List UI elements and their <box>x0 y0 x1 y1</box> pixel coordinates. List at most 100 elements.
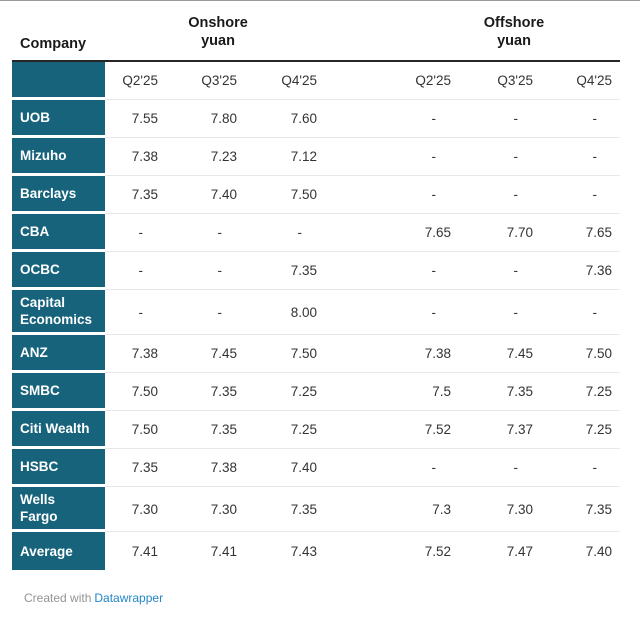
quarter-header-row: Q2'25 Q3'25 Q4'25 Q2'25 Q3'25 Q4'25 <box>12 62 620 100</box>
value-cell: 8.00 <box>245 290 325 335</box>
company-cell: UOB <box>12 100 105 138</box>
table-row: UOB 7.55 7.80 7.60- - - <box>12 100 620 138</box>
column-group-offshore-yuan: Offshore yuan <box>483 15 545 49</box>
value-cell: 7.23 <box>166 138 245 176</box>
quarter-header: Q2'25 <box>105 62 166 100</box>
value-cell: 7.40 <box>585 543 612 559</box>
value-cell: 7.35 <box>541 487 620 532</box>
value-cell: - <box>459 138 541 176</box>
value-cell: 7.52 <box>424 543 451 559</box>
value-cell: 7.38 <box>105 335 166 373</box>
value-cell: 7.38 <box>105 138 166 176</box>
value-cell: 7.12 <box>245 138 325 176</box>
value-cell: 7.35 <box>166 411 245 449</box>
value-cell: 7.35 <box>105 176 166 214</box>
value-cell: 7.65 <box>325 214 459 252</box>
value-cell: - <box>541 138 620 176</box>
attribution-footer: Created with Datawrapper <box>24 591 620 605</box>
company-cell: Capital Economics <box>12 290 105 335</box>
value-cell: - <box>459 100 541 138</box>
value-cell: 7.40 <box>166 176 245 214</box>
value-cell: 7.70 <box>459 214 541 252</box>
value-cell: - <box>459 290 541 335</box>
value-cell: - <box>166 290 245 335</box>
value-cell: 7.5 <box>325 373 459 411</box>
table-row: Average 7.41 7.41 7.43 7.52 7.47 7.40 <box>12 532 620 570</box>
quarter-header: Q3'25 <box>166 62 245 100</box>
value-cell: - <box>166 214 245 252</box>
value-cell: - <box>541 290 620 335</box>
value-cell: - <box>325 176 459 214</box>
value-cell: 7.43 <box>290 543 317 559</box>
corner-cell <box>12 62 105 100</box>
value-cell: 7.41 <box>210 543 237 559</box>
table-row: ANZ 7.38 7.45 7.50 7.38 7.45 7.50 <box>12 335 620 373</box>
value-cell: 7.25 <box>245 411 325 449</box>
table-row: OCBC - -7.35- -7.36 <box>12 252 620 290</box>
table-row: CBA - - -7.65 7.70 7.65 <box>12 214 620 252</box>
value-cell: - <box>325 290 459 335</box>
table-group-header: Company Onshore yuan Offshore yuan <box>12 1 620 62</box>
value-cell: 7.25 <box>245 373 325 411</box>
value-cell: 7.35 <box>105 449 166 487</box>
value-cell: 7.25 <box>541 373 620 411</box>
datawrapper-link[interactable]: Datawrapper <box>94 591 164 605</box>
value-cell: 7.50 <box>105 411 166 449</box>
value-cell: 7.80 <box>166 100 245 138</box>
data-table: Q2'25 Q3'25 Q4'25 Q2'25 Q3'25 Q4'25 UOB 7… <box>12 62 620 570</box>
value-cell: 7.50 <box>245 176 325 214</box>
company-cell: OCBC <box>12 252 105 290</box>
company-cell: ANZ <box>12 335 105 373</box>
company-cell: Mizuho <box>12 138 105 176</box>
value-cell: - <box>459 176 541 214</box>
value-cell: 7.47 <box>506 543 533 559</box>
company-cell: CBA <box>12 214 105 252</box>
value-cell: 7.25 <box>541 411 620 449</box>
value-cell: 7.65 <box>541 214 620 252</box>
value-cell: - <box>541 176 620 214</box>
value-cell: 7.55 <box>105 100 166 138</box>
company-cell: Citi Wealth <box>12 411 105 449</box>
value-cell: - <box>325 252 459 290</box>
value-cell: - <box>166 252 245 290</box>
value-cell: - <box>105 214 166 252</box>
value-cell: - <box>459 252 541 290</box>
value-cell: 7.50 <box>541 335 620 373</box>
table-row: Citi Wealth 7.50 7.35 7.25 7.52 7.37 7.25 <box>12 411 620 449</box>
value-cell: 7.30 <box>459 487 541 532</box>
quarter-header: Q4'25 <box>245 62 325 100</box>
value-cell: 7.36 <box>541 252 620 290</box>
table-row: HSBC 7.35 7.38 7.40- - - <box>12 449 620 487</box>
quarter-header: Q4'25 <box>541 62 620 100</box>
value-cell: - <box>105 290 166 335</box>
yuan-forecast-table: Company Onshore yuan Offshore yuan Q2'25… <box>12 1 620 605</box>
table-body: UOB 7.55 7.80 7.60- - - Mizuho 7.38 7.23 7.12- - - B… <box>12 100 620 570</box>
top-divider <box>0 0 640 1</box>
company-cell: Barclays <box>12 176 105 214</box>
value-cell: 7.37 <box>459 411 541 449</box>
company-cell: SMBC <box>12 373 105 411</box>
table-row: Barclays 7.35 7.40 7.50- - - <box>12 176 620 214</box>
quarter-header: Q3'25 <box>459 62 541 100</box>
value-cell: 7.38 <box>325 335 459 373</box>
value-cell: 7.52 <box>325 411 459 449</box>
value-cell: - <box>105 252 166 290</box>
created-with-label: Created with <box>24 591 92 605</box>
value-cell: - <box>541 449 620 487</box>
value-cell: 7.50 <box>245 335 325 373</box>
value-cell: - <box>325 449 459 487</box>
value-cell: - <box>245 214 325 252</box>
value-cell: 7.3 <box>325 487 459 532</box>
value-cell: 7.30 <box>105 487 166 532</box>
value-cell: - <box>541 100 620 138</box>
value-cell: 7.35 <box>459 373 541 411</box>
value-cell: 7.40 <box>245 449 325 487</box>
value-cell: 7.35 <box>245 487 325 532</box>
value-cell: - <box>459 449 541 487</box>
value-cell: 7.35 <box>245 252 325 290</box>
value-cell: 7.50 <box>105 373 166 411</box>
value-cell: 7.30 <box>166 487 245 532</box>
value-cell: - <box>325 100 459 138</box>
table-row: SMBC 7.50 7.35 7.25 7.5 7.35 7.25 <box>12 373 620 411</box>
column-group-onshore-yuan: Onshore yuan <box>188 15 248 49</box>
